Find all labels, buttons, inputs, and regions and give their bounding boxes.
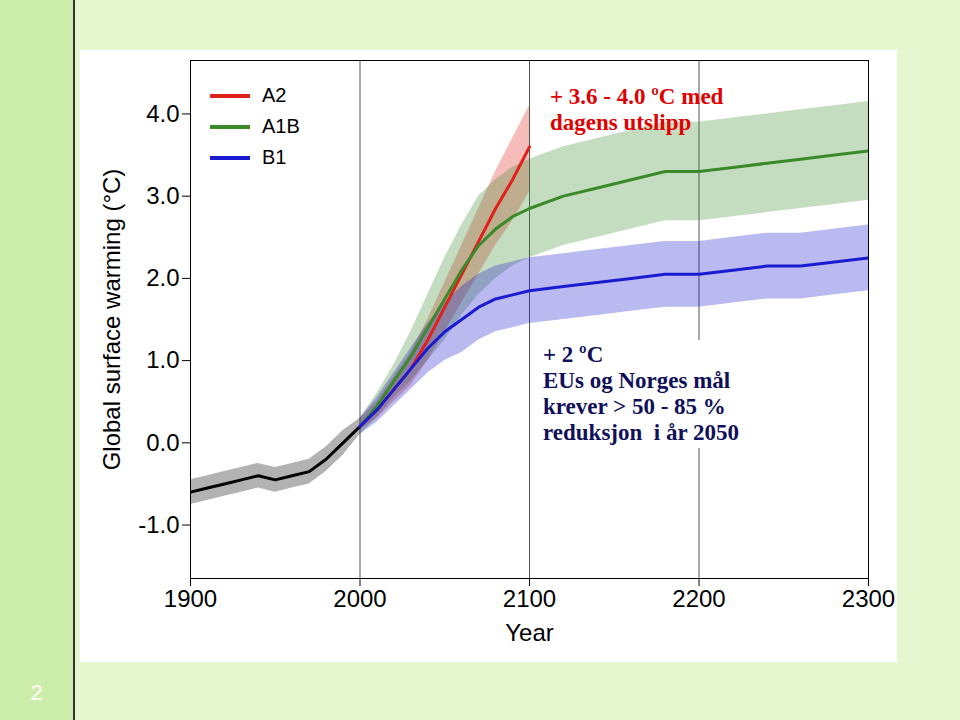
html-text:2: 2 — [30, 680, 43, 705]
svg-text:Global surface warming (°C): Global surface warming (°C) — [98, 169, 125, 471]
html-text:+ 2 ºC: + 2 ºC — [543, 342, 604, 367]
html-text:B1: B1 — [262, 146, 287, 168]
html-text:EUs og Norges mål: EUs og Norges mål — [543, 368, 731, 393]
svg-text:0.0: 0.0 — [146, 429, 179, 456]
svg-text:2300: 2300 — [842, 585, 895, 612]
svg-text:-1.0: -1.0 — [138, 511, 179, 538]
html-text:dagens utslipp: dagens utslipp — [550, 110, 692, 135]
svg-text:2100: 2100 — [503, 585, 556, 612]
svg-text:4.0: 4.0 — [146, 100, 179, 127]
svg-text:1900: 1900 — [164, 585, 217, 612]
svg-text:2000: 2000 — [333, 585, 386, 612]
svg-text:2200: 2200 — [672, 585, 725, 612]
html-text:krever > 50 - 85 %: krever > 50 - 85 % — [543, 394, 726, 419]
html-text:A1B: A1B — [262, 115, 300, 137]
html-text:+ 3.6 - 4.0 ºC med: + 3.6 - 4.0 ºC med — [550, 84, 724, 109]
svg-text:1.0: 1.0 — [146, 346, 179, 373]
svg-text:Year: Year — [505, 619, 554, 646]
html-text:reduksjon i år 2050: reduksjon i år 2050 — [543, 420, 739, 445]
svg-text:2.0: 2.0 — [146, 264, 179, 291]
html-text:A2: A2 — [262, 84, 287, 106]
svg-text:3.0: 3.0 — [146, 182, 179, 209]
